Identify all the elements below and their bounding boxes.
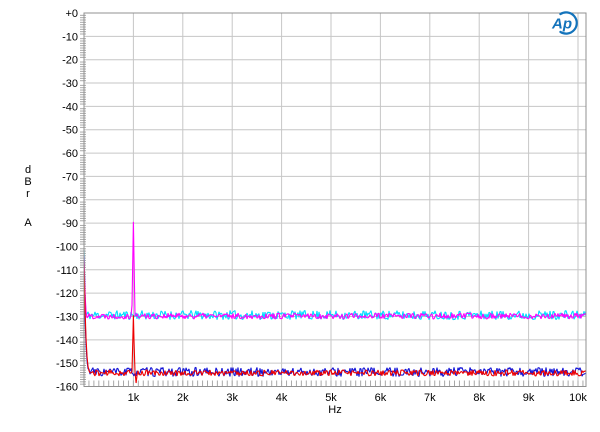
y-unit-char-r: r bbox=[26, 188, 30, 200]
y-unit-char-d: d bbox=[24, 164, 32, 176]
y-axis-tick-labels: +0 -10 -20 -30 -40 -50 -60 -70 -80 -90 -100 -110 -12… bbox=[56, 8, 78, 394]
audio-precision-logo: Ap bbox=[548, 10, 586, 37]
y-tick-label: -20 bbox=[62, 55, 78, 67]
y-tick-label: -120 bbox=[56, 288, 78, 300]
x-tick-label: 6k bbox=[375, 392, 387, 404]
y-tick-label: -60 bbox=[62, 148, 78, 160]
y-tick-label: -30 bbox=[62, 78, 78, 90]
y-unit-gap bbox=[16, 200, 40, 217]
y-unit-char-B: B bbox=[24, 176, 32, 188]
x-tick-label: 10k bbox=[569, 392, 587, 404]
x-axis-tick-labels: 1k 2k 3k 4k 5k 6k 7k 8k 9k 10k bbox=[128, 392, 588, 404]
y-tick-label: -150 bbox=[56, 358, 78, 370]
plot-border bbox=[83, 12, 587, 387]
ap-logo-swoosh-icon bbox=[559, 11, 578, 35]
y-unit-weighting: A bbox=[24, 217, 32, 229]
x-tick-label: 3k bbox=[226, 392, 238, 404]
x-axis-unit-label: Hz bbox=[328, 404, 342, 416]
y-tick-label: -110 bbox=[57, 265, 78, 277]
y-tick-label: -90 bbox=[62, 218, 78, 230]
y-tick-label: -130 bbox=[56, 311, 78, 323]
y-tick-label: -70 bbox=[62, 171, 78, 183]
y-tick-label: -80 bbox=[62, 195, 78, 207]
x-minor-ticks bbox=[88, 380, 584, 387]
ap-logo-text: Ap bbox=[551, 16, 572, 33]
y-tick-label: +0 bbox=[65, 8, 78, 20]
x-tick-label: 2k bbox=[177, 392, 189, 404]
y-tick-label: -140 bbox=[56, 335, 78, 347]
x-tick-label: 4k bbox=[276, 392, 288, 404]
y-tick-label: -50 bbox=[62, 125, 78, 137]
ap-logo-icon: Ap bbox=[551, 11, 578, 35]
y-tick-label: -40 bbox=[62, 101, 78, 113]
x-tick-label: 9k bbox=[523, 392, 535, 404]
x-tick-label: 7k bbox=[424, 392, 436, 404]
y-tick-label: -10 bbox=[62, 31, 78, 43]
y-tick-label: -100 bbox=[56, 241, 78, 253]
trace-noise-floor-red bbox=[83, 260, 587, 384]
y-axis-unit-label: d B r A bbox=[16, 164, 40, 229]
trace-noise-floor-magenta bbox=[83, 221, 587, 320]
x-tick-label: 1k bbox=[128, 392, 140, 404]
x-tick-label: 5k bbox=[325, 392, 337, 404]
y-tick-label: -160 bbox=[56, 382, 78, 394]
x-tick-label: 8k bbox=[473, 392, 485, 404]
